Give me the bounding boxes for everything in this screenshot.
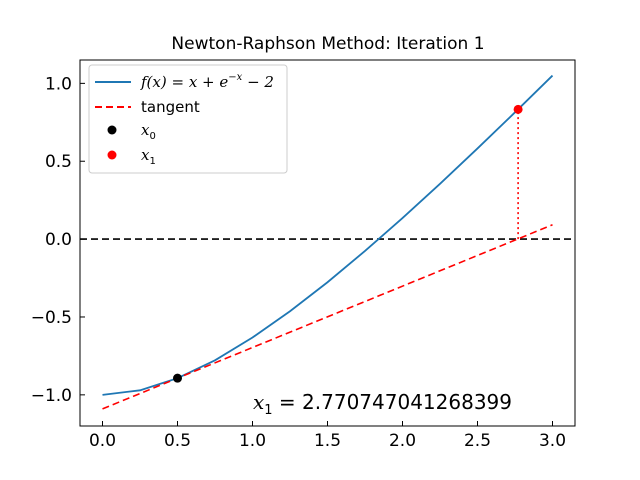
- y-tick-label: 0.0: [45, 230, 72, 250]
- legend-label-tangent: tangent: [141, 98, 200, 116]
- x-tick-label: 1.0: [239, 431, 266, 451]
- legend-label-f: f(x) = x + e−x − 2: [140, 72, 274, 91]
- x-tick-label: 0.0: [89, 431, 116, 451]
- y-tick-label: −0.5: [31, 308, 72, 328]
- legend-label-x1: x1: [141, 146, 156, 167]
- chart-title: Newton-Raphson Method: Iteration 1: [171, 34, 484, 54]
- x-tick-label: 1.5: [314, 431, 341, 451]
- y-tick-label: 0.5: [45, 152, 72, 172]
- legend-marker-x1: [107, 150, 117, 160]
- result-annotation: x1 = 2.770747041268399: [253, 390, 512, 418]
- x-tick-label: 2.5: [464, 431, 491, 451]
- legend-label-x0: x0: [141, 121, 156, 142]
- legend-box: [88, 64, 288, 174]
- y-tick-label: −1.0: [31, 386, 72, 406]
- y-tick-label: 1.0: [45, 74, 72, 94]
- point-x1: [513, 104, 523, 114]
- legend: f(x) = x + e−x − 2 tangent x0 x1: [88, 64, 288, 174]
- point-x0: [173, 373, 182, 383]
- tangent-line: [102, 224, 553, 410]
- legend-marker-x0: [107, 125, 117, 135]
- x-tick-label: 3.0: [539, 431, 566, 451]
- x-tick-label: 0.5: [164, 431, 191, 451]
- x-tick-label: 2.0: [389, 431, 416, 451]
